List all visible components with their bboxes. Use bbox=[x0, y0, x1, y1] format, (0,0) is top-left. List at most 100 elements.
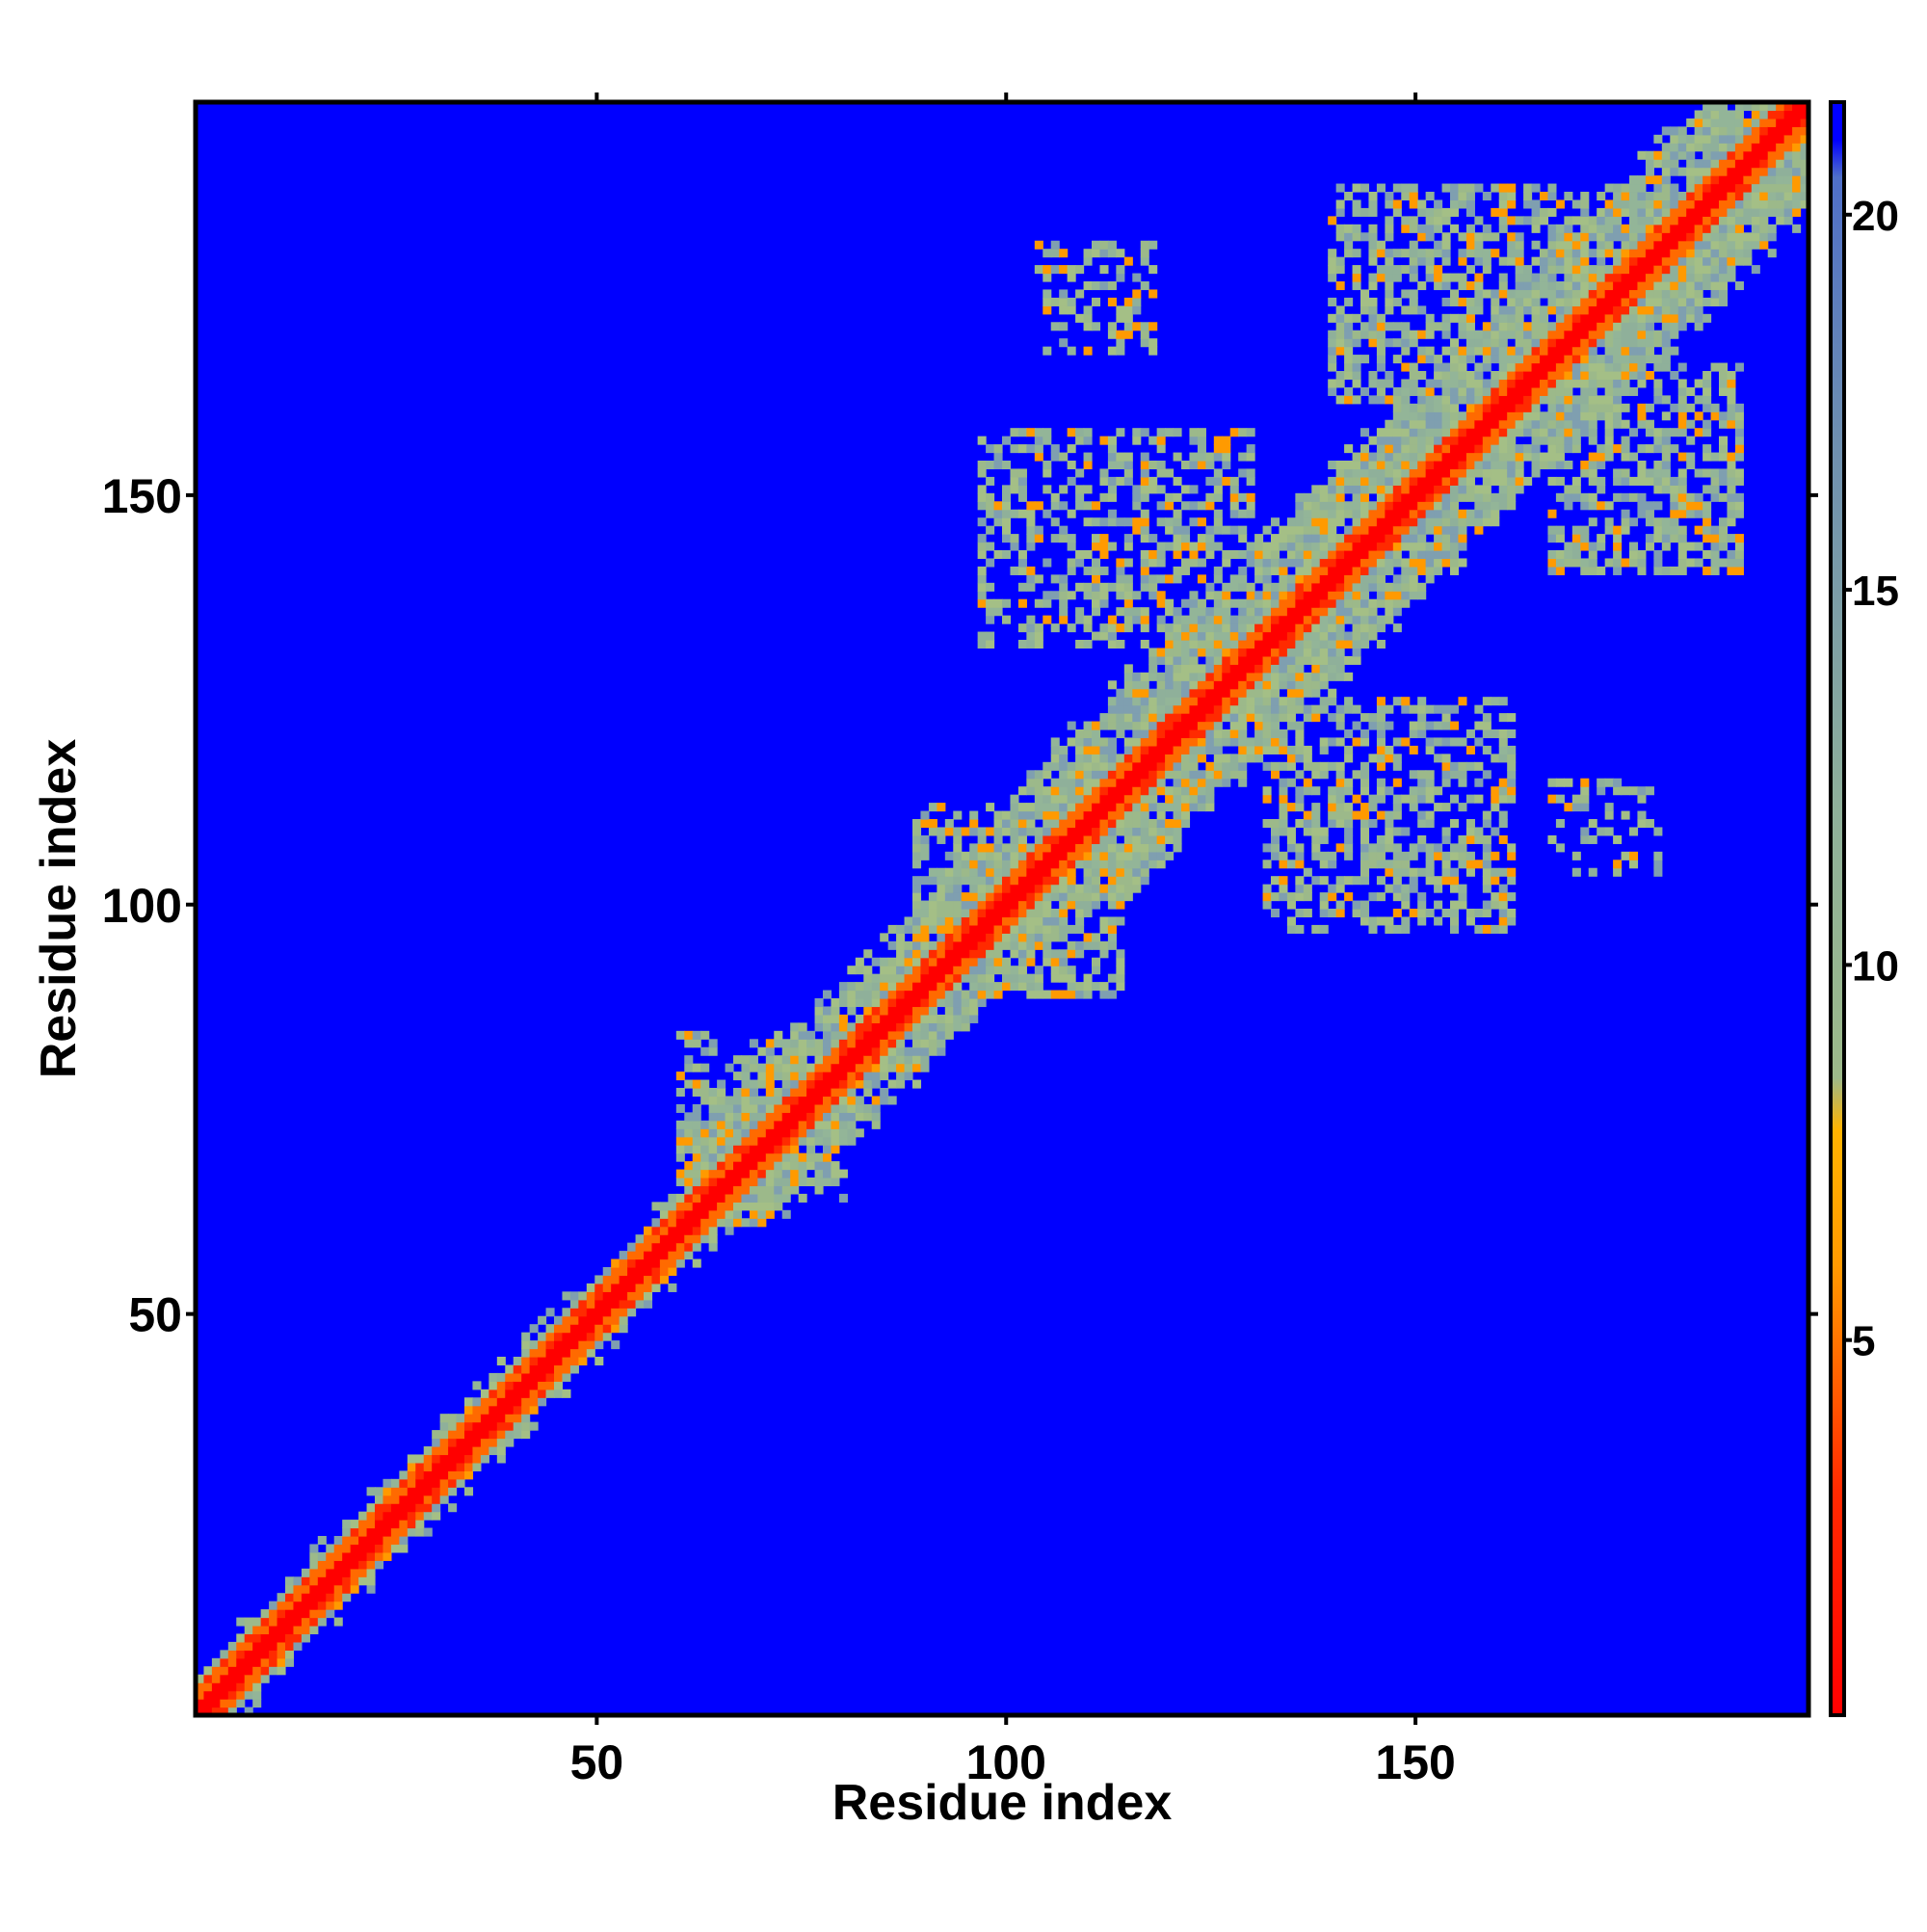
heatmap-cell bbox=[1165, 803, 1175, 812]
heatmap-cell bbox=[831, 1103, 840, 1113]
heatmap-cell bbox=[1123, 770, 1133, 780]
heatmap-cell bbox=[1189, 558, 1199, 568]
heatmap-cell bbox=[1335, 330, 1345, 339]
heatmap-cell bbox=[513, 1357, 522, 1366]
heatmap-cell bbox=[1409, 558, 1418, 568]
heatmap-cell bbox=[1034, 265, 1043, 275]
heatmap-cell bbox=[545, 1372, 555, 1382]
heatmap-cell bbox=[1271, 598, 1280, 608]
heatmap-cell bbox=[961, 973, 970, 983]
heatmap-cell bbox=[439, 1495, 449, 1504]
heatmap-cell bbox=[1491, 297, 1500, 306]
heatmap-cell bbox=[211, 1690, 221, 1700]
heatmap-cell bbox=[920, 1046, 930, 1056]
heatmap-cell bbox=[1083, 550, 1093, 560]
heatmap-cell bbox=[277, 1626, 286, 1635]
heatmap-cell bbox=[887, 1079, 897, 1089]
heatmap-cell bbox=[1352, 640, 1361, 649]
heatmap-cell bbox=[1222, 476, 1231, 486]
heatmap-cell bbox=[1328, 697, 1337, 706]
heatmap-cell bbox=[1465, 249, 1475, 258]
heatmap-cell bbox=[1148, 534, 1158, 543]
heatmap-cell bbox=[1417, 591, 1427, 600]
heatmap-cell bbox=[1002, 509, 1012, 518]
heatmap-cell bbox=[1613, 786, 1623, 796]
heatmap-cell bbox=[1107, 990, 1117, 999]
heatmap-cell bbox=[1498, 273, 1508, 282]
heatmap-cell bbox=[1083, 982, 1093, 992]
heatmap-cell bbox=[904, 1055, 913, 1065]
heatmap-cell bbox=[1303, 909, 1312, 918]
heatmap-cell bbox=[1116, 892, 1125, 902]
heatmap-cell bbox=[1580, 379, 1590, 388]
heatmap-cell bbox=[1279, 704, 1288, 714]
heatmap-cell bbox=[1401, 509, 1411, 518]
heatmap-cell bbox=[1465, 199, 1475, 209]
heatmap-cell bbox=[1417, 501, 1427, 511]
heatmap-cell bbox=[1107, 623, 1117, 633]
heatmap-cell bbox=[977, 598, 987, 608]
heatmap-cell bbox=[1580, 834, 1590, 844]
heatmap-cell bbox=[1409, 843, 1418, 853]
heatmap-cell bbox=[1458, 517, 1467, 527]
heatmap-cell bbox=[823, 1079, 832, 1089]
heatmap-cell bbox=[1425, 485, 1435, 494]
heatmap-cell bbox=[1034, 876, 1043, 886]
heatmap-cell bbox=[1107, 461, 1117, 470]
heatmap-cell bbox=[1434, 355, 1443, 364]
heatmap-cell bbox=[1099, 810, 1109, 820]
heatmap-cell bbox=[1335, 492, 1345, 502]
heatmap-cell bbox=[1571, 305, 1581, 315]
heatmap-cell bbox=[1425, 542, 1435, 551]
heatmap-cell bbox=[1254, 558, 1264, 568]
heatmap-cell bbox=[1385, 860, 1394, 869]
heatmap-cell bbox=[765, 1088, 775, 1098]
heatmap-cell bbox=[586, 1315, 595, 1325]
heatmap-cell bbox=[855, 982, 864, 992]
heatmap-cell bbox=[1401, 468, 1411, 478]
heatmap-cell bbox=[1050, 745, 1060, 754]
heatmap-cell bbox=[252, 1650, 262, 1659]
heatmap-cell bbox=[1555, 444, 1565, 454]
heatmap-cell bbox=[1450, 183, 1460, 193]
heatmap-cell bbox=[1246, 509, 1255, 518]
heatmap-cell bbox=[847, 998, 857, 1008]
heatmap-cell bbox=[1588, 428, 1597, 437]
heatmap-cell bbox=[1067, 273, 1076, 282]
heatmap-cell bbox=[1458, 525, 1467, 535]
heatmap-cell bbox=[1637, 322, 1647, 331]
heatmap-cell bbox=[1140, 330, 1149, 339]
heatmap-cell bbox=[1303, 892, 1312, 902]
heatmap-cell bbox=[358, 1536, 368, 1546]
heatmap-cell bbox=[1017, 803, 1027, 812]
heatmap-cell bbox=[1441, 297, 1451, 306]
heatmap-cell bbox=[1246, 542, 1255, 551]
heatmap-cell bbox=[1140, 485, 1149, 494]
heatmap-cell bbox=[1491, 444, 1500, 454]
heatmap-cell bbox=[1262, 631, 1272, 641]
heatmap-cell bbox=[1580, 566, 1590, 575]
heatmap-cell bbox=[806, 1039, 816, 1048]
heatmap-cell bbox=[1181, 664, 1191, 674]
heatmap-cell bbox=[1450, 338, 1460, 348]
heatmap-cell bbox=[1540, 273, 1549, 282]
heatmap-cell bbox=[969, 940, 979, 950]
heatmap-cell bbox=[1213, 640, 1223, 649]
heatmap-cell bbox=[1344, 615, 1354, 624]
heatmap-cell bbox=[1123, 851, 1133, 860]
heatmap-cell bbox=[1368, 313, 1378, 323]
heatmap-cell bbox=[1352, 909, 1361, 918]
heatmap-cell bbox=[1434, 240, 1443, 250]
heatmap-cell bbox=[1205, 729, 1215, 739]
heatmap-cell bbox=[1360, 232, 1370, 242]
heatmap-cell bbox=[285, 1650, 295, 1659]
heatmap-cell bbox=[1491, 729, 1500, 739]
heatmap-cell bbox=[912, 982, 922, 992]
heatmap-cell bbox=[1286, 680, 1296, 690]
heatmap-cell bbox=[733, 1088, 743, 1098]
heatmap-cell bbox=[1099, 566, 1109, 575]
heatmap-cell bbox=[1597, 338, 1606, 348]
heatmap-cell bbox=[1173, 810, 1182, 820]
heatmap-cell bbox=[1279, 786, 1288, 796]
heatmap-cell bbox=[1165, 607, 1175, 617]
